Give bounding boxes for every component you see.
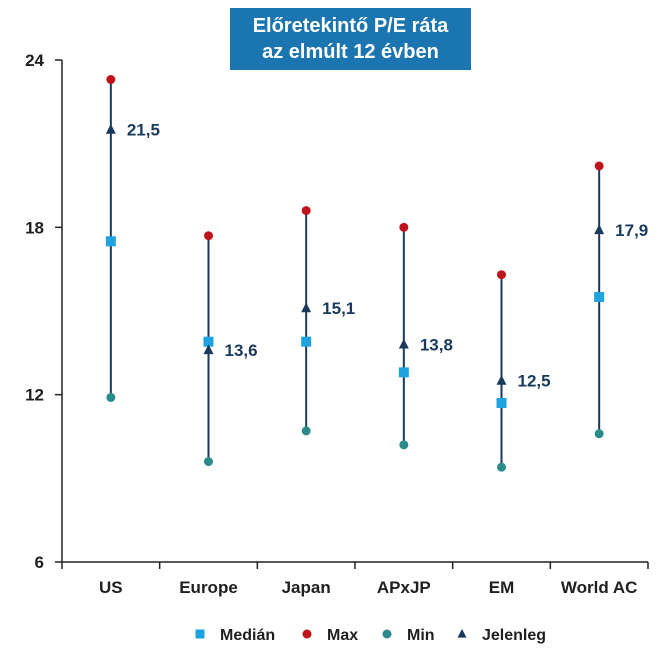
y-tick-label: 12 — [25, 386, 44, 405]
y-tick-label: 24 — [25, 51, 44, 70]
legend-marker-max — [302, 629, 312, 639]
y-tick-label: 6 — [35, 553, 44, 572]
legend-marker-min — [382, 629, 392, 639]
legend-label-medin: Medián — [220, 627, 275, 644]
medin-point — [496, 398, 507, 409]
current-value-label: 13,6 — [225, 341, 258, 360]
legend-marker-jelenleg — [457, 628, 467, 638]
legend-marker-medin — [195, 629, 205, 639]
chart-title: Előretekintő P/E ráta az elmúlt 12 évben — [230, 8, 471, 70]
x-category-label: World AC — [561, 578, 638, 597]
jelenleg-point — [105, 123, 116, 134]
max-point — [204, 231, 213, 241]
x-category-label: Europe — [179, 578, 238, 597]
min-point — [399, 440, 409, 450]
chart-title-line1: Előretekintő P/E ráta — [252, 15, 449, 37]
x-category-label: Japan — [282, 578, 331, 597]
legend-label-jelenleg: Jelenleg — [482, 627, 546, 644]
min-point — [106, 392, 116, 402]
legend-label-max: Max — [327, 627, 358, 644]
medin-point — [203, 336, 214, 347]
jelenleg-point — [398, 338, 409, 349]
max-point — [497, 270, 506, 280]
medin-point — [398, 367, 409, 378]
current-value-label: 21,5 — [127, 121, 160, 140]
min-point — [594, 429, 604, 439]
medin-point — [105, 236, 116, 247]
current-value-label: 13,8 — [420, 335, 453, 354]
jelenleg-point — [496, 374, 507, 385]
max-point — [301, 206, 311, 216]
max-point — [594, 161, 604, 171]
max-point — [399, 222, 409, 232]
current-value-label: 12,5 — [518, 372, 551, 391]
current-value-label: 15,1 — [322, 299, 355, 318]
max-point — [106, 75, 116, 85]
jelenleg-point — [594, 224, 605, 235]
x-category-label: US — [99, 578, 123, 597]
x-category-label: APxJP — [377, 578, 431, 597]
medin-point — [301, 336, 312, 347]
legend-label-min: Min — [407, 627, 435, 644]
min-point — [497, 462, 506, 472]
y-tick-label: 18 — [25, 218, 44, 237]
jelenleg-point — [203, 344, 214, 355]
medin-point — [594, 292, 605, 303]
min-point — [204, 457, 213, 467]
x-category-label: EM — [489, 578, 515, 597]
min-point — [301, 426, 311, 436]
current-value-label: 17,9 — [615, 221, 648, 240]
jelenleg-point — [301, 302, 312, 313]
chart-title-line2: az elmúlt 12 évben — [262, 41, 439, 63]
